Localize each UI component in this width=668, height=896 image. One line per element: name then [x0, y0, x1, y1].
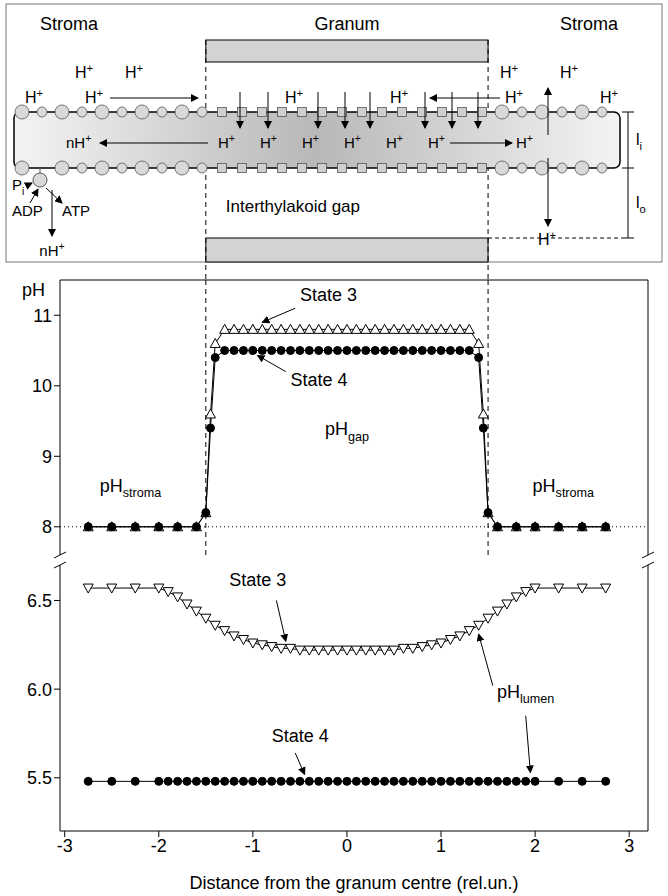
svg-text:5.5: 5.5 — [27, 768, 52, 788]
svg-text:H+: H+ — [390, 87, 408, 106]
svg-text:li: li — [636, 131, 642, 152]
svg-text:H+: H+ — [125, 62, 143, 81]
svg-text:-1: -1 — [245, 836, 261, 856]
svg-text:0: 0 — [342, 836, 352, 856]
svg-text:State 4: State 4 — [290, 370, 347, 390]
svg-text:-3: -3 — [57, 836, 73, 856]
svg-text:ADP: ADP — [12, 202, 43, 219]
svg-text:pH: pH — [22, 280, 45, 300]
svg-text:H+: H+ — [260, 132, 277, 151]
svg-text:6.5: 6.5 — [27, 591, 52, 611]
svg-text:pHstroma: pHstroma — [533, 476, 595, 500]
svg-text:H+: H+ — [386, 132, 403, 151]
svg-text:2: 2 — [530, 836, 540, 856]
svg-text:8: 8 — [42, 517, 52, 537]
svg-text:-2: -2 — [151, 836, 167, 856]
svg-text:11: 11 — [33, 306, 52, 326]
svg-text:pHstroma: pHstroma — [100, 476, 162, 500]
svg-text:H+: H+ — [505, 87, 523, 106]
svg-text:H+: H+ — [75, 62, 93, 81]
svg-text:H+: H+ — [344, 132, 361, 151]
svg-text:pHgap: pHgap — [325, 419, 369, 443]
svg-text:3: 3 — [624, 836, 634, 856]
svg-text:nH+: nH+ — [39, 240, 64, 259]
svg-text:1: 1 — [436, 836, 446, 856]
svg-text:State 3: State 3 — [300, 285, 357, 305]
svg-text:Stroma: Stroma — [560, 14, 619, 34]
svg-text:Distance from the granum centr: Distance from the granum centre (rel.un.… — [189, 873, 518, 893]
svg-text:H+: H+ — [516, 132, 533, 151]
svg-text:H+: H+ — [560, 62, 578, 81]
svg-text:H+: H+ — [218, 132, 235, 151]
svg-text:H+: H+ — [25, 87, 43, 106]
svg-text:H+: H+ — [285, 87, 303, 106]
svg-text:6.0: 6.0 — [27, 680, 52, 700]
svg-text:Interthylakoid gap: Interthylakoid gap — [226, 197, 360, 216]
svg-text:State 4: State 4 — [272, 726, 329, 746]
svg-text:Pi: Pi — [12, 176, 24, 197]
svg-text:Granum: Granum — [314, 14, 379, 34]
svg-text:H+: H+ — [302, 132, 319, 151]
svg-text:H+: H+ — [85, 87, 103, 106]
svg-text:Stroma: Stroma — [40, 14, 99, 34]
svg-text:H+: H+ — [428, 132, 445, 151]
svg-text:H+: H+ — [600, 87, 618, 106]
svg-text:10: 10 — [32, 376, 52, 396]
svg-text:State 3: State 3 — [229, 570, 286, 590]
svg-text:H+: H+ — [500, 62, 518, 81]
svg-text:nH+: nH+ — [66, 132, 91, 151]
svg-text:lo: lo — [636, 194, 646, 215]
svg-text:ATP: ATP — [62, 202, 90, 219]
svg-text:pHlumen: pHlumen — [497, 682, 554, 706]
svg-text:H+: H+ — [538, 228, 557, 248]
svg-text:9: 9 — [42, 447, 52, 467]
